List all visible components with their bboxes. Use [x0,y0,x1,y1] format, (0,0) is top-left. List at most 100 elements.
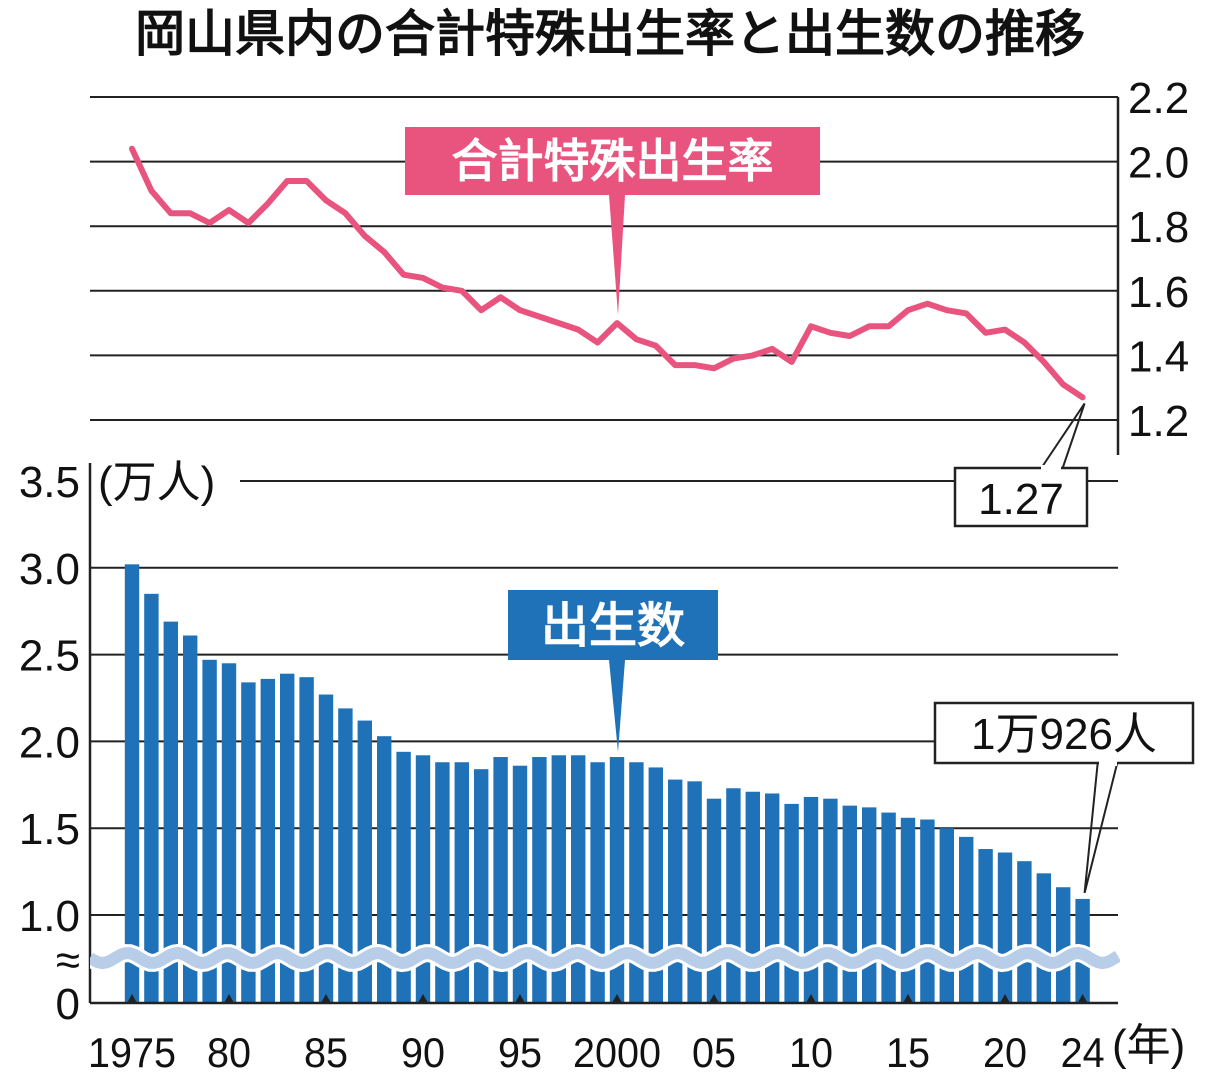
births-bar [842,805,857,1003]
births-y-tick-label: 2.0 [19,718,80,767]
x-tick-label: 1975 [88,1029,176,1075]
births-annotation: 1万926人 [971,710,1157,759]
x-tick-mark [224,994,234,1003]
births-bar [299,677,314,1003]
births-bar [978,849,993,1003]
x-axis-unit: (年) [1112,1021,1185,1070]
births-bar [532,757,547,1003]
x-tick-label: 85 [304,1029,348,1075]
rate-y-tick-label: 1.8 [1128,203,1189,252]
births-bar [338,708,353,1003]
rate-y-tick-label: 1.4 [1128,332,1189,381]
births-bar [939,828,954,1003]
births-bar [959,836,974,1003]
births-bar [435,762,450,1003]
births-bar [124,564,140,1003]
births-bar [260,678,275,1003]
births-bar [221,663,237,1003]
x-tick-mark [1000,994,1010,1003]
births-bar [803,796,819,1003]
x-tick-label: 95 [498,1029,542,1075]
births-bar [202,659,217,1003]
births-bar [474,769,489,1003]
births-bar [629,762,644,1003]
births-bar [1036,873,1051,1003]
births-bar [512,765,528,1003]
rate-series-line [129,145,1086,401]
births-bar [862,807,877,1003]
births-annotation-box [933,701,1195,765]
births-y-tick-label: 1.0 [19,892,80,941]
births-bar [183,635,198,1003]
x-tick-mark [321,994,331,1003]
births-bar [551,755,566,1003]
births-bar [493,757,508,1003]
births-bar [590,762,605,1003]
births-bar [241,682,256,1003]
births-bar [415,755,431,1003]
births-bar [396,751,411,1003]
x-tick-label: 05 [692,1029,736,1075]
rate-line [129,145,1086,401]
x-tick-mark [806,994,816,1003]
x-tick-label: 10 [789,1029,833,1075]
births-bar [318,694,334,1003]
births-bar [706,798,722,1003]
births-bar [745,791,760,1003]
x-tick-mark [127,994,137,1003]
births-y-tick-label: 3.0 [19,545,80,594]
births-y-tick-label: 1.5 [19,805,80,854]
births-label-pointer [609,660,625,753]
births-y-tick-label: 0 [56,980,80,1029]
births-bar [571,755,586,1003]
births-bar [377,736,392,1003]
births-annotation-leader [1083,759,1119,894]
x-tick-mark [1077,994,1088,1003]
x-tick-mark [515,994,525,1003]
births-y-tick-label: 3.5 [19,458,80,507]
births-bar [357,720,372,1003]
x-tick-label: 90 [401,1029,445,1075]
births-bars [90,564,1118,1005]
births-bar [163,621,178,1003]
rate-y-tick-label: 2.0 [1128,139,1189,188]
births-bar [784,803,799,1003]
rate-label-box [405,127,820,195]
x-tick-mark [612,994,622,1003]
births-bar [726,788,741,1003]
axis-break-wave-band [90,946,1120,970]
x-axis: 1975 80 85 90 95 2000 05 10 15 20 24 (年) [88,994,1185,1075]
births-bar [144,593,159,1003]
x-tick-label: 24 [1061,1029,1105,1075]
births-bar [900,817,916,1003]
births-bar [1017,861,1032,1003]
x-tick-mark [903,994,913,1003]
births-bar [881,812,896,1003]
births-y-tick-label: 2.5 [19,632,80,681]
rate-annotation-gap [1041,465,1061,471]
x-tick-label: 2000 [573,1029,661,1075]
rate-y-axis: 2.2 2.0 1.8 1.6 1.4 1.2 [1116,74,1189,455]
births-bar [1056,887,1071,1003]
births-bar [920,819,935,1003]
births-bar [997,852,1013,1003]
rate-annotation: 1.27 [978,475,1064,524]
x-tick-label: 20 [983,1029,1027,1075]
births-label: 出生数 [541,598,685,654]
x-tick-label: 80 [207,1029,251,1075]
births-bar [648,767,663,1003]
births-bar [609,757,625,1003]
births-bar [823,798,838,1003]
births-bar [765,793,780,1003]
births-y-axis: 3.5 3.0 2.5 2.0 1.5 1.0 0 (万人) ≈ [19,458,215,1029]
births-y-unit: (万人) [98,458,215,507]
rate-annotation-leader [1039,402,1086,471]
births-annotation-gap [1099,760,1117,766]
births-label-box [508,590,718,660]
births-bar [280,673,295,1003]
axis-break-wave [90,943,1120,973]
rate-label-pointer [609,195,625,316]
births-bar [454,762,469,1003]
